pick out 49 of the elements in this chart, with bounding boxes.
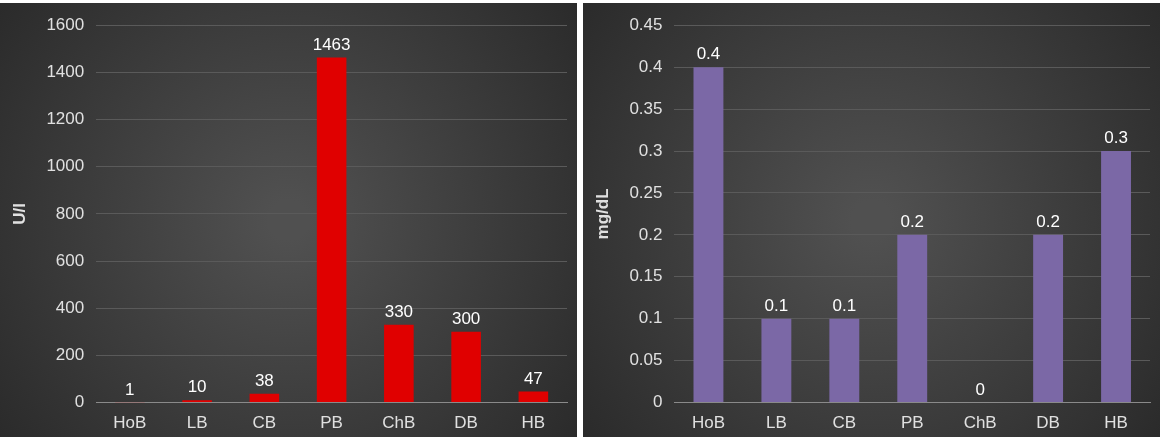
data-label: 0.1 [764, 295, 789, 315]
y-tick-label: 0.3 [638, 140, 663, 160]
x-tick-label: ChB [382, 413, 416, 433]
data-label: 0.2 [900, 212, 925, 232]
y-tick-label: 600 [55, 250, 85, 270]
y-tick-label: 0.45 [629, 14, 663, 34]
y-tick-label: 1600 [46, 14, 85, 34]
x-tick-label: CB [832, 413, 857, 433]
data-label: 1463 [312, 34, 351, 54]
y-tick-label: 0.2 [638, 224, 663, 244]
x-tick-label: CB [252, 413, 277, 433]
data-label: 47 [523, 368, 543, 388]
y-tick-label: 0.1 [638, 308, 663, 328]
x-tick-label: PB [900, 413, 924, 433]
x-tick-label: DB [454, 413, 478, 433]
y-axis-title: mg/dL [592, 188, 612, 240]
data-label: 0.1 [832, 295, 857, 315]
y-tick-label: 400 [55, 297, 85, 317]
y-tick-label: 1400 [46, 62, 85, 82]
x-tick-label: HB [1104, 413, 1128, 433]
data-label: 10 [187, 377, 207, 397]
data-label: 300 [451, 309, 481, 329]
data-label: 0 [975, 379, 985, 399]
y-tick-label: 0.35 [629, 98, 663, 118]
x-tick-label: LB [186, 413, 208, 433]
data-label: 0.4 [696, 44, 721, 64]
y-tick-label: 0.05 [629, 350, 663, 370]
x-tick-label: LB [765, 413, 787, 433]
y-tick-label: 200 [55, 345, 85, 365]
y-axis-title: U/l [9, 203, 29, 225]
y-tick-label: 0.15 [629, 266, 663, 286]
data-label: 330 [384, 301, 414, 321]
x-tick-label: PB [320, 413, 343, 433]
y-tick-label: 1200 [46, 109, 85, 129]
data-label: 0.2 [1036, 212, 1060, 232]
y-tick-label: 0 [74, 392, 85, 412]
x-tick-label: ChB [963, 413, 997, 433]
y-tick-label: 0.25 [629, 182, 663, 202]
y-tick-label: 0.4 [638, 56, 663, 76]
x-tick-label: HB [521, 413, 546, 433]
data-label: 1 [125, 379, 135, 399]
data-label: 38 [254, 370, 274, 390]
x-tick-label: HoB [113, 413, 147, 433]
y-tick-label: 800 [55, 203, 85, 223]
x-tick-label: HoB [691, 413, 725, 433]
data-label: 0.3 [1104, 128, 1128, 148]
y-tick-label: 0 [653, 392, 663, 412]
y-tick-label: 1000 [46, 156, 85, 176]
x-tick-label: DB [1036, 413, 1060, 433]
